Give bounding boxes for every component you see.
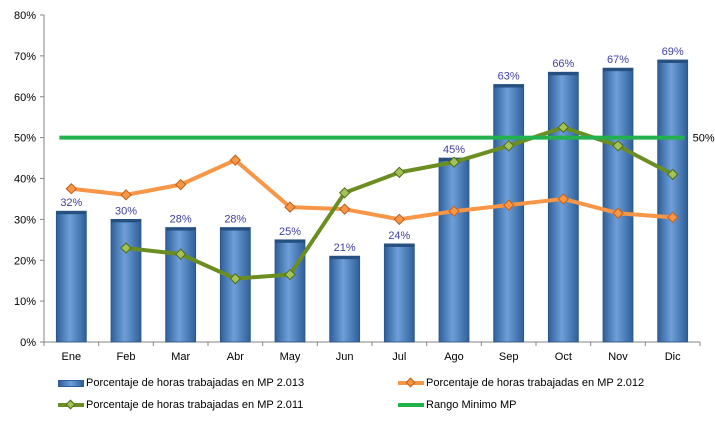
line-2012-marker bbox=[393, 213, 406, 226]
line-2011-marker bbox=[557, 121, 570, 134]
bar-cap bbox=[275, 239, 305, 243]
bar bbox=[657, 59, 689, 343]
y-tick-label: 80% bbox=[14, 10, 36, 22]
bar-cap bbox=[657, 59, 688, 63]
x-tick-label: Abr bbox=[227, 351, 244, 363]
y-tick-label: 70% bbox=[14, 51, 36, 63]
x-tick-label: Feb bbox=[117, 351, 136, 363]
bar-cap bbox=[56, 211, 87, 215]
y-tick-label: 30% bbox=[14, 214, 36, 226]
y-tick-label: 40% bbox=[14, 174, 36, 186]
bar bbox=[110, 218, 142, 343]
reference-line-label: 50% bbox=[693, 133, 715, 145]
bar-cap bbox=[329, 256, 360, 260]
bar bbox=[219, 227, 251, 343]
line-2012-marker bbox=[229, 154, 242, 166]
line-2011-marker bbox=[666, 168, 679, 181]
line-2012-marker bbox=[120, 189, 132, 201]
x-tick-label: Ago bbox=[444, 351, 464, 363]
bar bbox=[165, 227, 197, 343]
line-2012-marker bbox=[65, 183, 78, 195]
line-2011-marker bbox=[120, 242, 132, 254]
line-2011-marker bbox=[174, 248, 187, 260]
bar-data-label: 69% bbox=[662, 46, 684, 58]
bar-data-label: 25% bbox=[279, 226, 301, 238]
bar-cap bbox=[384, 243, 415, 247]
line-2011-marker bbox=[393, 166, 406, 179]
bar-cap bbox=[165, 227, 196, 231]
y-tick-label: 0% bbox=[20, 337, 36, 349]
bar bbox=[602, 67, 634, 343]
bar bbox=[55, 210, 87, 343]
line-2012-marker bbox=[448, 205, 460, 217]
line-2011-marker bbox=[448, 156, 460, 168]
x-tick-label: Oct bbox=[555, 351, 572, 363]
bar bbox=[329, 255, 361, 343]
bar-data-labels: 32% 30% 28% 28% 25% 21% 24% 45% 63% 66% 67% 69% bbox=[60, 46, 684, 254]
bar bbox=[547, 71, 579, 343]
bar bbox=[438, 157, 470, 343]
line-2011-marker bbox=[502, 140, 515, 152]
bar-data-label: 21% bbox=[334, 242, 356, 254]
x-tick-label: Mar bbox=[171, 351, 190, 363]
line-2011-marker bbox=[612, 140, 624, 152]
bar-data-label: 32% bbox=[60, 197, 82, 209]
bar-cap bbox=[493, 84, 524, 88]
x-tick-label: Dic bbox=[665, 351, 681, 363]
bar-cap bbox=[548, 72, 579, 76]
x-tick-label: Jun bbox=[336, 351, 354, 363]
bar-data-label: 30% bbox=[115, 205, 137, 217]
line-2011-marker bbox=[338, 187, 351, 199]
bar-data-label: 63% bbox=[498, 70, 520, 82]
bar-series bbox=[55, 59, 689, 343]
bar-cap bbox=[603, 68, 633, 72]
x-tick-label: May bbox=[280, 351, 301, 363]
y-tick-label: 50% bbox=[14, 133, 36, 145]
bar-cap bbox=[111, 219, 141, 223]
line-2012 bbox=[71, 158, 673, 222]
line-series bbox=[65, 121, 679, 285]
y-tick-label: 60% bbox=[14, 92, 36, 104]
line-2012-marker bbox=[174, 178, 187, 191]
line-2012-marker bbox=[666, 211, 679, 224]
x-axis: Ene Feb Mar Abr May Jun Jul Ago Sep Oct Nov Dic bbox=[43, 341, 701, 363]
line-2012-marker bbox=[284, 201, 296, 213]
line-2012-marker bbox=[612, 207, 624, 219]
bar-data-label: 28% bbox=[170, 214, 192, 226]
bar bbox=[274, 239, 306, 343]
x-tick-label: Ene bbox=[62, 351, 82, 363]
y-tick-label: 20% bbox=[14, 255, 36, 267]
line-2011-marker bbox=[284, 268, 296, 281]
bar-data-label: 66% bbox=[552, 58, 574, 70]
bar-cap bbox=[220, 227, 251, 231]
x-tick-label: Jul bbox=[392, 351, 406, 363]
line-2011-marker bbox=[229, 272, 242, 285]
reference-line: 50% bbox=[59, 133, 715, 145]
line-2012-marker bbox=[338, 203, 351, 215]
y-tick-label: 10% bbox=[14, 296, 36, 308]
x-tick-label: Nov bbox=[608, 351, 628, 363]
x-tick-label: Sep bbox=[499, 351, 519, 363]
bar bbox=[493, 84, 525, 343]
bar-data-label: 45% bbox=[443, 144, 465, 156]
line-2012-marker bbox=[557, 193, 570, 205]
bar bbox=[383, 243, 415, 343]
bar-data-label: 24% bbox=[388, 230, 410, 242]
y-axis: 0% 10% 20% 30% 40% 50% 60% 70% 80% bbox=[14, 10, 45, 349]
bar-data-label: 67% bbox=[607, 54, 629, 66]
line-2012-marker bbox=[502, 199, 515, 211]
bar-data-label: 28% bbox=[224, 214, 246, 226]
